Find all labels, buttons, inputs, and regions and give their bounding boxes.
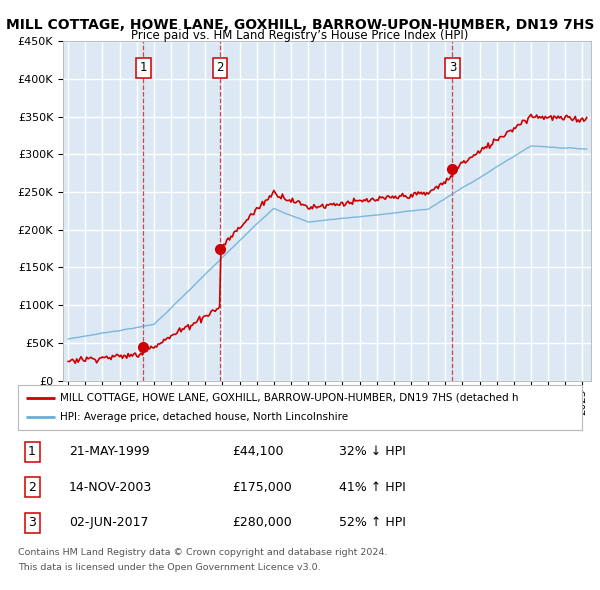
Text: This data is licensed under the Open Government Licence v3.0.: This data is licensed under the Open Gov… [18,563,320,572]
Text: MILL COTTAGE, HOWE LANE, GOXHILL, BARROW-UPON-HUMBER, DN19 7HS: MILL COTTAGE, HOWE LANE, GOXHILL, BARROW… [6,18,594,32]
Text: 1: 1 [28,445,36,458]
Text: 21-MAY-1999: 21-MAY-1999 [69,445,149,458]
Text: HPI: Average price, detached house, North Lincolnshire: HPI: Average price, detached house, Nort… [60,412,349,422]
Text: 1: 1 [139,61,147,74]
Text: 2: 2 [28,481,36,494]
Text: £280,000: £280,000 [232,516,292,529]
Text: £175,000: £175,000 [232,481,292,494]
Text: 02-JUN-2017: 02-JUN-2017 [69,516,148,529]
Text: 3: 3 [449,61,456,74]
Text: 2: 2 [217,61,224,74]
Text: 14-NOV-2003: 14-NOV-2003 [69,481,152,494]
Text: 32% ↓ HPI: 32% ↓ HPI [340,445,406,458]
Text: MILL COTTAGE, HOWE LANE, GOXHILL, BARROW-UPON-HUMBER, DN19 7HS (detached h: MILL COTTAGE, HOWE LANE, GOXHILL, BARROW… [60,393,519,402]
Text: Price paid vs. HM Land Registry’s House Price Index (HPI): Price paid vs. HM Land Registry’s House … [131,30,469,42]
Text: £44,100: £44,100 [232,445,284,458]
Text: 3: 3 [28,516,36,529]
Text: 41% ↑ HPI: 41% ↑ HPI [340,481,406,494]
Text: Contains HM Land Registry data © Crown copyright and database right 2024.: Contains HM Land Registry data © Crown c… [18,548,388,556]
Text: 52% ↑ HPI: 52% ↑ HPI [340,516,406,529]
